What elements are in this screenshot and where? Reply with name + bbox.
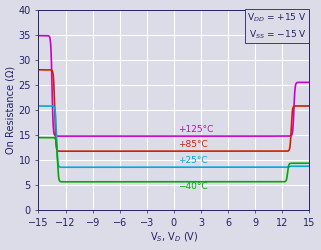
Y-axis label: On Resistance (Ω): On Resistance (Ω) xyxy=(5,66,15,154)
X-axis label: V$_{S}$, V$_{D}$ (V): V$_{S}$, V$_{D}$ (V) xyxy=(150,231,198,244)
Text: V$_{DD}$ = +15 V
V$_{SS}$ = −15 V: V$_{DD}$ = +15 V V$_{SS}$ = −15 V xyxy=(247,12,307,41)
Text: +85°C: +85°C xyxy=(178,140,208,149)
Text: −40°C: −40°C xyxy=(178,182,208,191)
Text: +25°C: +25°C xyxy=(178,156,208,165)
Text: +125°C: +125°C xyxy=(178,125,214,134)
